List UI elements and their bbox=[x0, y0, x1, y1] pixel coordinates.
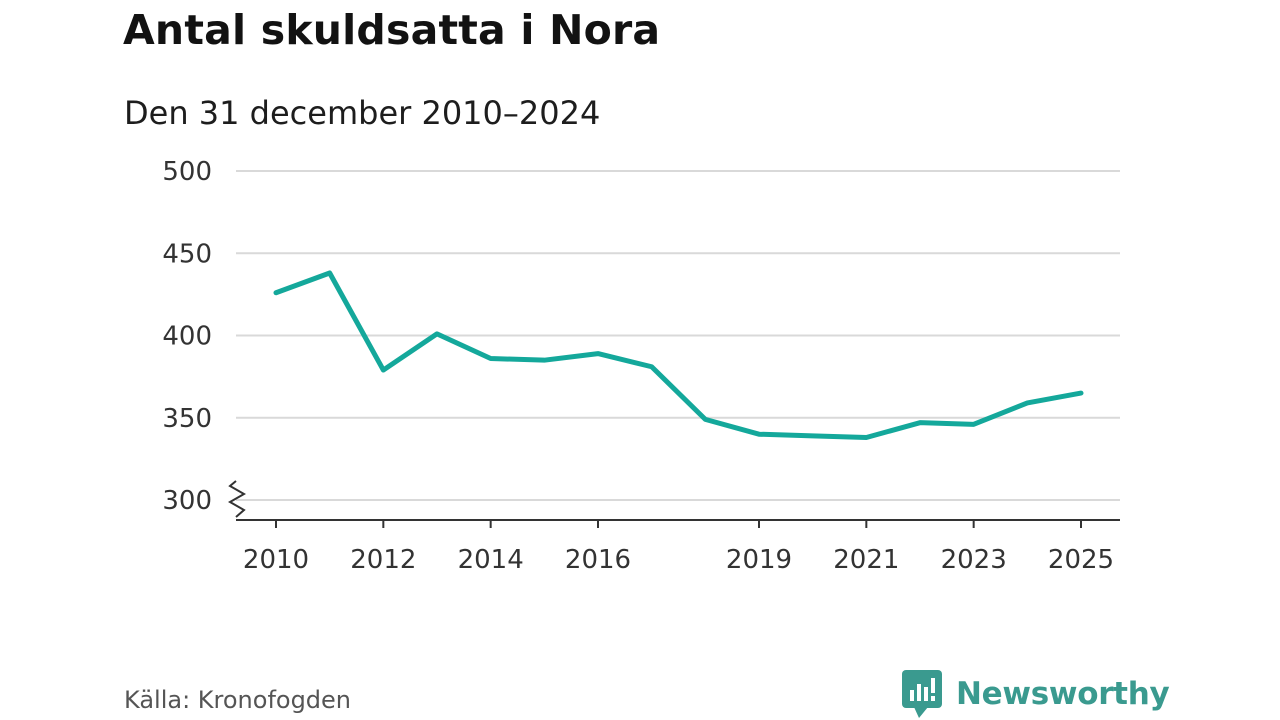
x-tick-label: 2016 bbox=[565, 545, 631, 575]
x-tick-label: 2014 bbox=[458, 545, 524, 575]
line-chart: 300 350 400 450 500 2010 2012 2014 2016 2019 2021… bbox=[162, 157, 1120, 575]
grid-lines bbox=[236, 170, 1120, 501]
x-tick-label: 2025 bbox=[1048, 545, 1114, 575]
source-credit: Källa: Kronofogden bbox=[124, 686, 352, 714]
chart-subtitle: Den 31 december 2010–2024 bbox=[124, 94, 601, 132]
x-axis-ticks: 2010 2012 2014 2016 2019 2021 2023 2025 bbox=[243, 520, 1114, 575]
y-tick-label: 400 bbox=[162, 322, 212, 352]
x-tick-label: 2023 bbox=[941, 545, 1007, 575]
y-axis-ticks: 300 350 400 450 500 bbox=[162, 157, 212, 516]
data-series bbox=[273, 270, 1084, 440]
series-line bbox=[273, 270, 1084, 440]
newsworthy-logo-icon bbox=[902, 670, 942, 718]
y-tick-label: 450 bbox=[162, 239, 212, 269]
x-tick-label: 2021 bbox=[833, 545, 899, 575]
axis-break-icon bbox=[227, 480, 247, 518]
x-tick-label: 2019 bbox=[726, 545, 792, 575]
y-tick-label: 350 bbox=[162, 404, 212, 434]
axis-break-line bbox=[227, 480, 247, 518]
y-tick-label: 500 bbox=[162, 157, 212, 187]
brand-name: Newsworthy bbox=[956, 676, 1170, 712]
x-tick-label: 2012 bbox=[350, 545, 416, 575]
chart-title: Antal skuldsatta i Nora bbox=[123, 6, 661, 54]
y-tick-label: 300 bbox=[162, 486, 212, 516]
brand: Newsworthy bbox=[902, 670, 1170, 718]
x-tick-label: 2010 bbox=[243, 545, 309, 575]
